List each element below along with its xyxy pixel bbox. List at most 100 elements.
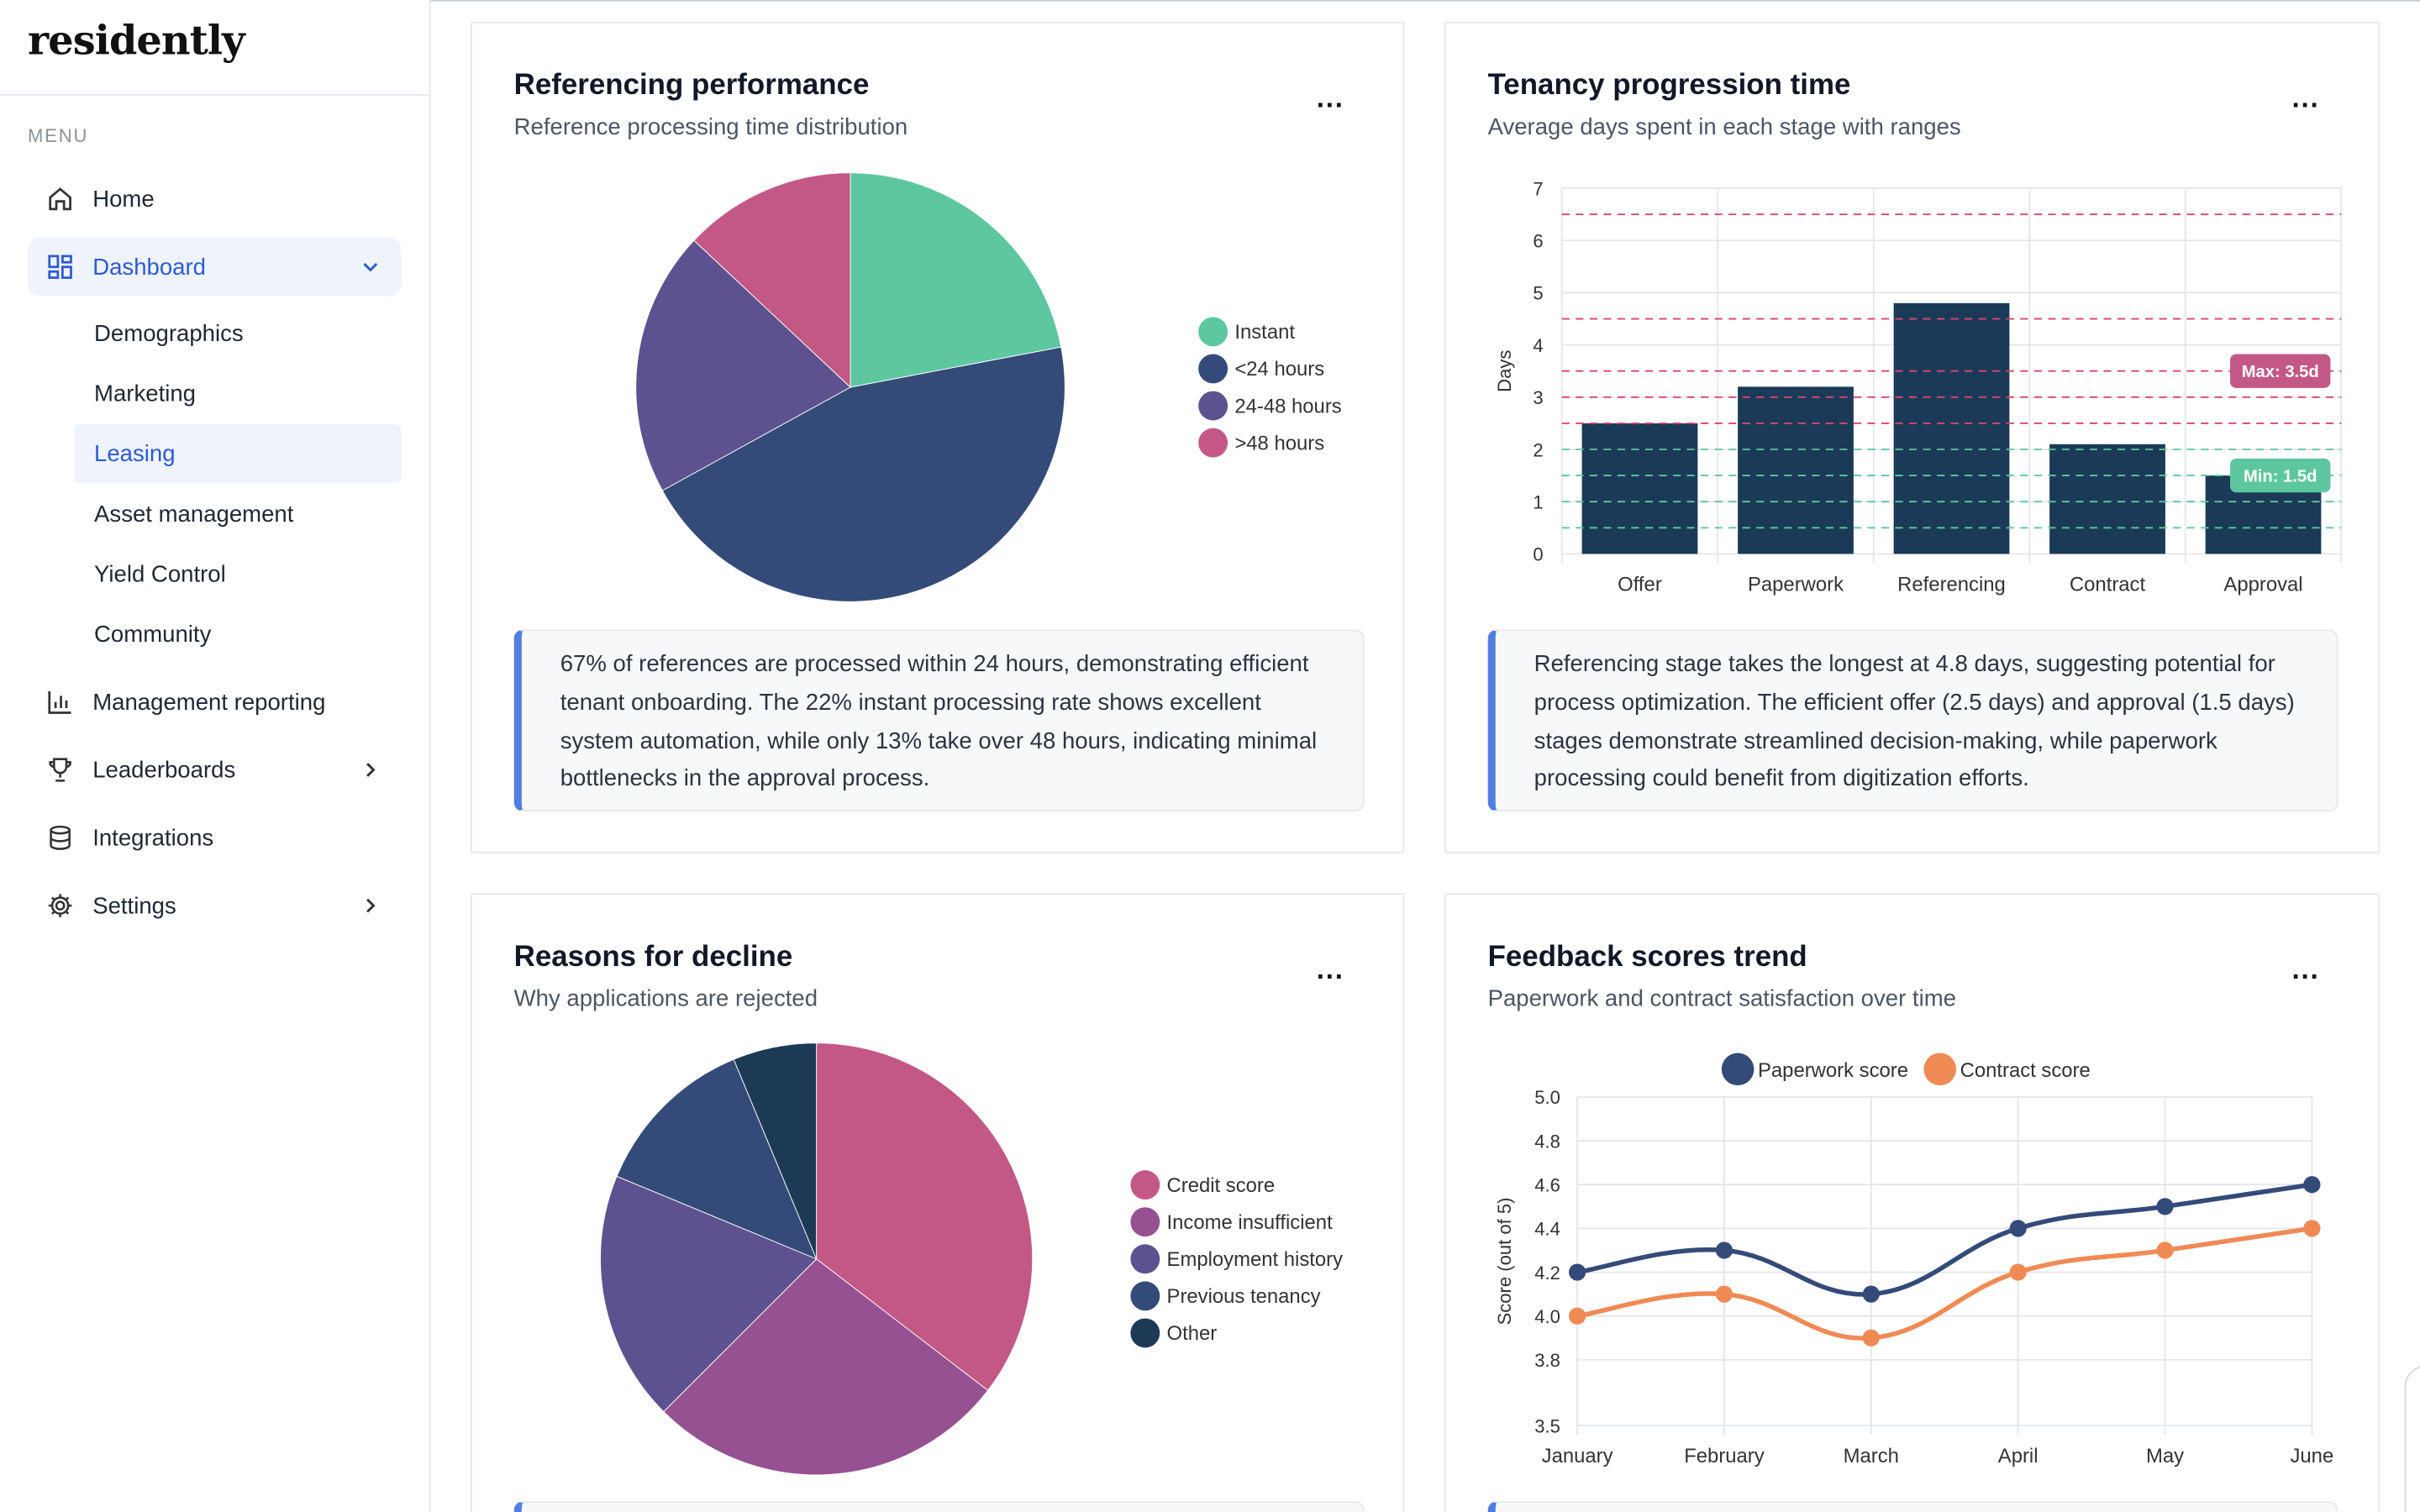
data-point	[1715, 1285, 1733, 1303]
card-title: Reasons for decline	[513, 941, 793, 974]
sidebar-item-label: Dashboard	[92, 254, 206, 281]
pie-slice-employment-history	[600, 1175, 818, 1413]
card-feedback-scores: Feedback scores trend Paperwork and cont…	[1444, 893, 2381, 1512]
legend-swatch	[1130, 1318, 1160, 1348]
legend-swatch	[1198, 354, 1228, 384]
legend-label: Other	[1167, 1322, 1218, 1345]
y-tick-label: 3.8	[1534, 1350, 1560, 1371]
legend-label: Previous tenancy	[1167, 1285, 1321, 1308]
y-tick-label: 4.2	[1534, 1263, 1560, 1284]
bar-offer	[1581, 423, 1698, 554]
data-point	[2156, 1242, 2174, 1259]
trophy-icon	[28, 756, 92, 784]
gear-icon	[28, 892, 92, 920]
chevron-right-icon[interactable]	[339, 895, 401, 916]
annotation-label: Min: 1.5d	[2244, 467, 2317, 486]
y-tick-label: 3.5	[1534, 1415, 1560, 1436]
pie-slice-other	[733, 1042, 818, 1259]
y-axis-label: Days	[1494, 350, 1515, 392]
insight-box	[513, 1501, 1365, 1512]
chevron-right-icon[interactable]	[339, 759, 401, 781]
sidebar-subitem-marketing[interactable]: Marketing	[94, 380, 197, 407]
data-point	[2303, 1220, 2321, 1237]
x-tick-label: April	[1998, 1445, 2039, 1467]
data-point	[1715, 1242, 1733, 1259]
pie-slice-credit-score	[816, 1042, 1034, 1391]
legend-swatch	[1130, 1244, 1160, 1274]
legend-label: Employment history	[1167, 1248, 1344, 1271]
annotation-badge: Min: 1.5d	[2230, 458, 2331, 493]
data-point	[2156, 1198, 2174, 1215]
legend-label: >48 hours	[1234, 432, 1324, 454]
insight-box: Referencing stage takes the longest at 4…	[1487, 629, 2338, 812]
sidebar-subitem-asset-management[interactable]: Asset management	[94, 501, 294, 528]
sidebar-subitem-yield-control[interactable]: Yield Control	[94, 560, 226, 587]
card-tenancy-progression: Tenancy progression time Average days sp…	[1444, 21, 2381, 853]
bar-paperwork	[1738, 386, 1854, 554]
pie-slice-24-48-hours	[635, 239, 851, 491]
tenancy-bar-chart: 0 1 2 3 4 5 6 7 Days Offer Paperwork Referencing Con…	[1494, 178, 2343, 596]
sidebar: residently MENU Home Dashboard Demograph…	[0, 0, 431, 1512]
x-tick-label: February	[1684, 1445, 1765, 1467]
y-tick-label: 5.0	[1534, 1087, 1560, 1108]
x-tick-label: Paperwork	[1748, 573, 1844, 596]
sidebar-item-settings[interactable]: Settings	[28, 876, 401, 935]
divider	[0, 94, 431, 96]
insight-box: 67% of references are processed within 2…	[513, 629, 1365, 812]
x-tick-label: Approval	[2223, 573, 2302, 596]
scroll-widget[interactable]	[2404, 1365, 2420, 1512]
legend-label: Paperwork score	[1758, 1059, 1908, 1082]
bar-chart-icon	[28, 688, 92, 716]
y-tick-label: 4.0	[1534, 1306, 1560, 1327]
sidebar-subitem-leasing[interactable]: Leasing	[74, 424, 402, 483]
home-icon	[28, 185, 92, 213]
sidebar-item-dashboard[interactable]: Dashboard	[28, 237, 402, 297]
data-point	[1862, 1329, 1880, 1347]
x-tick-label: May	[2146, 1445, 2184, 1467]
card-title: Referencing performance	[513, 69, 870, 102]
bar-contract	[2049, 444, 2165, 554]
pie-slice-24-hours	[661, 346, 1065, 602]
card-title: Tenancy progression time	[1487, 69, 1851, 102]
y-tick-label: 1	[1533, 491, 1543, 512]
sidebar-item-label: Settings	[92, 892, 176, 919]
pie-slice-previous-tenancy	[616, 1058, 818, 1260]
card-title: Feedback scores trend	[1487, 941, 1807, 974]
legend-label: Contract score	[1960, 1059, 2091, 1082]
sidebar-item-management-reporting[interactable]: Management reporting	[28, 673, 401, 732]
logo[interactable]: residently	[28, 18, 245, 66]
sidebar-subitem-community[interactable]: Community	[94, 621, 212, 648]
x-tick-label: Contract	[2070, 573, 2146, 596]
pie-slice-instant	[850, 172, 1062, 388]
bar-referencing	[1893, 302, 2010, 554]
sidebar-item-label: Leaderboards	[92, 756, 236, 784]
sidebar-item-label: Management reporting	[92, 689, 326, 716]
series-line-paperwork-score	[1576, 1182, 2312, 1297]
chevron-down-icon[interactable]	[339, 256, 401, 278]
legend-swatch	[1923, 1053, 1957, 1086]
insight-box	[1487, 1501, 2338, 1512]
sidebar-subitem-demographics[interactable]: Demographics	[94, 320, 244, 347]
y-tick-label: 4.6	[1534, 1174, 1560, 1195]
legend-label: <24 hours	[1234, 358, 1324, 381]
legend-swatch	[1198, 317, 1228, 347]
sidebar-item-home[interactable]: Home	[28, 170, 401, 228]
referencing-pie-chart: Instant <24 hours 24-48 hours >48 hours	[635, 172, 1342, 602]
legend-label: Credit score	[1167, 1174, 1276, 1197]
card-subtitle: Average days spent in each stage with ra…	[1487, 113, 1961, 141]
sidebar-item-integrations[interactable]: Integrations	[28, 808, 401, 867]
card-subtitle: Paperwork and contract satisfaction over…	[1487, 985, 1956, 1012]
data-point	[2303, 1176, 2321, 1194]
y-axis-label: Score (out of 5)	[1494, 1198, 1515, 1326]
y-tick-label: 4.4	[1534, 1219, 1560, 1240]
series-line-contract-score	[1576, 1226, 2312, 1341]
sidebar-item-leaderboards[interactable]: Leaderboards	[28, 741, 401, 800]
data-point	[1569, 1307, 1586, 1325]
y-tick-label: 3	[1533, 387, 1543, 408]
annotation-bg	[2230, 458, 2331, 493]
data-point	[2009, 1220, 2027, 1237]
data-point	[1862, 1285, 1880, 1303]
y-tick-label: 7	[1533, 178, 1543, 199]
dashboard-grid-icon	[28, 253, 92, 281]
legend-swatch	[1198, 428, 1228, 458]
